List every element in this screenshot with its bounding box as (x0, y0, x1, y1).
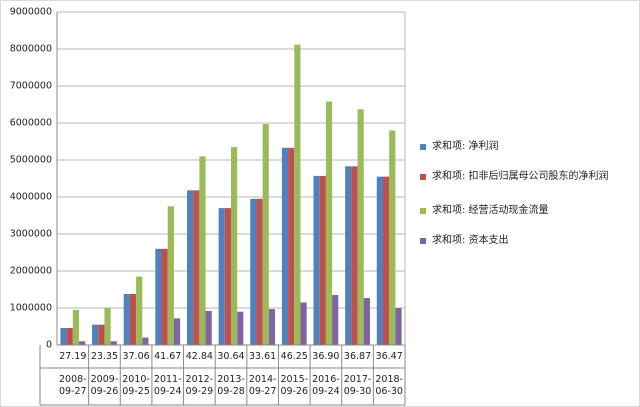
y-tick-label: 8000000 (10, 44, 52, 55)
bar (325, 101, 333, 345)
bar (186, 190, 194, 345)
bar (92, 324, 99, 345)
x-category-label: 2017-09-30 (343, 374, 372, 397)
x-category-label: 2011-09-24 (153, 374, 182, 397)
bar (199, 156, 206, 345)
x-category-label: 2013-09-28 (217, 374, 245, 397)
bar (205, 310, 212, 345)
bar (268, 309, 276, 345)
bar (389, 130, 396, 345)
bar (193, 190, 200, 345)
bar (237, 311, 244, 345)
bar (104, 308, 111, 345)
bar (231, 147, 238, 345)
y-tick-label: 6000000 (10, 118, 52, 129)
bar (313, 175, 320, 345)
x-subcategory-label: 23.35 (90, 351, 119, 362)
bar (382, 176, 390, 345)
bar (250, 198, 257, 345)
legend-swatch (420, 208, 426, 214)
legend-label: 求和项: 扣非后归属母公司股东的净利润 (432, 171, 609, 182)
y-tick-label: 9000000 (10, 7, 52, 18)
legend-label: 求和项: 资本支出 (432, 235, 509, 246)
bar (294, 44, 301, 346)
bar (142, 337, 149, 345)
x-subcategory-label: 36.87 (343, 351, 372, 362)
legend-swatch (420, 174, 426, 180)
bar (110, 341, 117, 345)
y-tick-label: 2000000 (10, 266, 52, 277)
x-category-label: 2009-09-26 (90, 374, 119, 397)
bar (345, 166, 352, 345)
x-category-label: 2018-06-30 (375, 374, 403, 397)
bar (72, 309, 80, 345)
bar (79, 341, 86, 345)
bar (363, 298, 370, 345)
bar (173, 318, 181, 345)
bar (98, 324, 105, 345)
bar (281, 147, 289, 345)
x-category-label: 2016-09-24 (312, 374, 340, 397)
bar (161, 248, 168, 345)
bar (332, 295, 339, 345)
bar (395, 308, 402, 345)
x-category-label: 2014-09-27 (248, 374, 277, 397)
bar (167, 206, 174, 345)
legend-label: 求和项: 经营活动现金流量 (432, 205, 549, 216)
bar (224, 208, 231, 345)
legend-swatch (420, 144, 426, 150)
bar (136, 276, 143, 345)
x-category-label: 2010-09-25 (122, 374, 150, 397)
x-subcategory-label: 33.61 (249, 351, 277, 362)
y-tick-label: 7000000 (10, 81, 52, 92)
bar (357, 109, 364, 345)
x-category-label: 2012-09-29 (185, 374, 214, 397)
bar (60, 327, 67, 345)
x-subcategory-label: 27.19 (59, 351, 87, 362)
bar (288, 147, 295, 345)
legend-label: 求和项: 净利润 (432, 141, 499, 152)
bar (218, 208, 225, 345)
y-tick-label: 0 (46, 340, 52, 351)
x-subcategory-label: 30.64 (217, 351, 245, 362)
x-subcategory-label: 36.47 (375, 351, 403, 362)
x-subcategory-label: 46.25 (280, 351, 308, 362)
bar (376, 176, 383, 345)
legend-swatch (420, 238, 426, 244)
y-tick-label: 5000000 (10, 155, 52, 166)
bar (129, 293, 137, 345)
x-category-label: 2008-09-27 (59, 374, 87, 397)
x-subcategory-label: 36.90 (312, 351, 340, 362)
x-subcategory-label: 37.06 (122, 351, 150, 362)
bar (300, 302, 307, 345)
y-tick-label: 1000000 (10, 303, 52, 314)
bar (262, 124, 269, 345)
y-tick-label: 3000000 (10, 229, 52, 240)
x-subcategory-label: 41.67 (154, 351, 182, 362)
bar (319, 175, 326, 345)
bar (256, 198, 263, 345)
x-subcategory-label: 42.84 (185, 351, 213, 362)
y-tick-label: 4000000 (10, 192, 52, 203)
bar (123, 293, 130, 345)
bar (351, 166, 358, 345)
bar (66, 327, 73, 345)
x-category-label: 2015-09-26 (280, 374, 309, 397)
bar (155, 248, 162, 345)
